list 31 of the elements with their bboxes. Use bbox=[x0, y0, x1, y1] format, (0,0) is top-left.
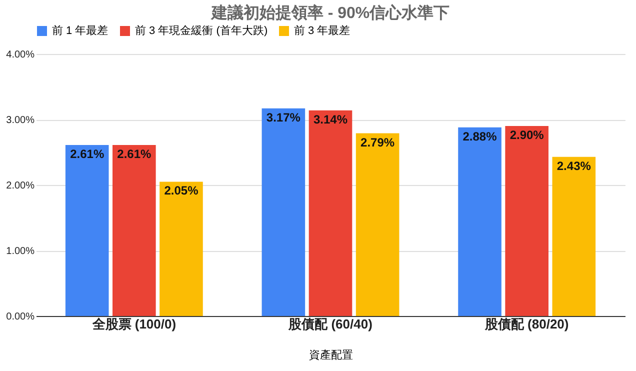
data-label: 2.61% bbox=[117, 147, 152, 162]
data-label: 2.90% bbox=[510, 128, 544, 142]
x-tick-label: 股債配 (60/40) bbox=[288, 316, 372, 332]
y-tick-label: 4.00% bbox=[6, 50, 35, 60]
legend-label: 前 3 年現金緩衝 (首年大跌) bbox=[135, 24, 268, 37]
x-axis-title: 資產配置 bbox=[309, 348, 353, 362]
bar bbox=[112, 145, 156, 316]
data-label: 2.05% bbox=[164, 184, 199, 198]
y-tick-label: 0.00% bbox=[6, 312, 35, 322]
data-label: 2.43% bbox=[556, 158, 592, 173]
legend-label: 前 1 年最差 bbox=[52, 25, 108, 37]
legend-label: 前 3 年最差 bbox=[294, 25, 350, 37]
bar bbox=[458, 127, 502, 316]
bar bbox=[356, 133, 400, 316]
x-tick-label: 全股票 (100/0) bbox=[91, 316, 176, 332]
chart-title: 建議初始提領率 - 90%信心水準下 bbox=[209, 3, 450, 22]
data-label: 2.79% bbox=[360, 135, 395, 150]
x-tick-label: 股債配 (80/20) bbox=[484, 316, 569, 332]
data-label: 3.17% bbox=[266, 110, 301, 124]
bar bbox=[160, 182, 203, 316]
bar bbox=[505, 126, 548, 316]
data-label: 3.14% bbox=[313, 112, 348, 126]
bar bbox=[308, 110, 352, 316]
bar bbox=[262, 108, 306, 316]
y-tick-label: 1.00% bbox=[6, 246, 35, 257]
data-label: 2.88% bbox=[462, 129, 498, 144]
data-label: 2.61% bbox=[70, 147, 104, 162]
y-tick-label: 2.00% bbox=[6, 180, 35, 192]
bar bbox=[552, 156, 596, 316]
y-tick-label: 3.00% bbox=[6, 115, 35, 126]
bar bbox=[65, 145, 109, 316]
